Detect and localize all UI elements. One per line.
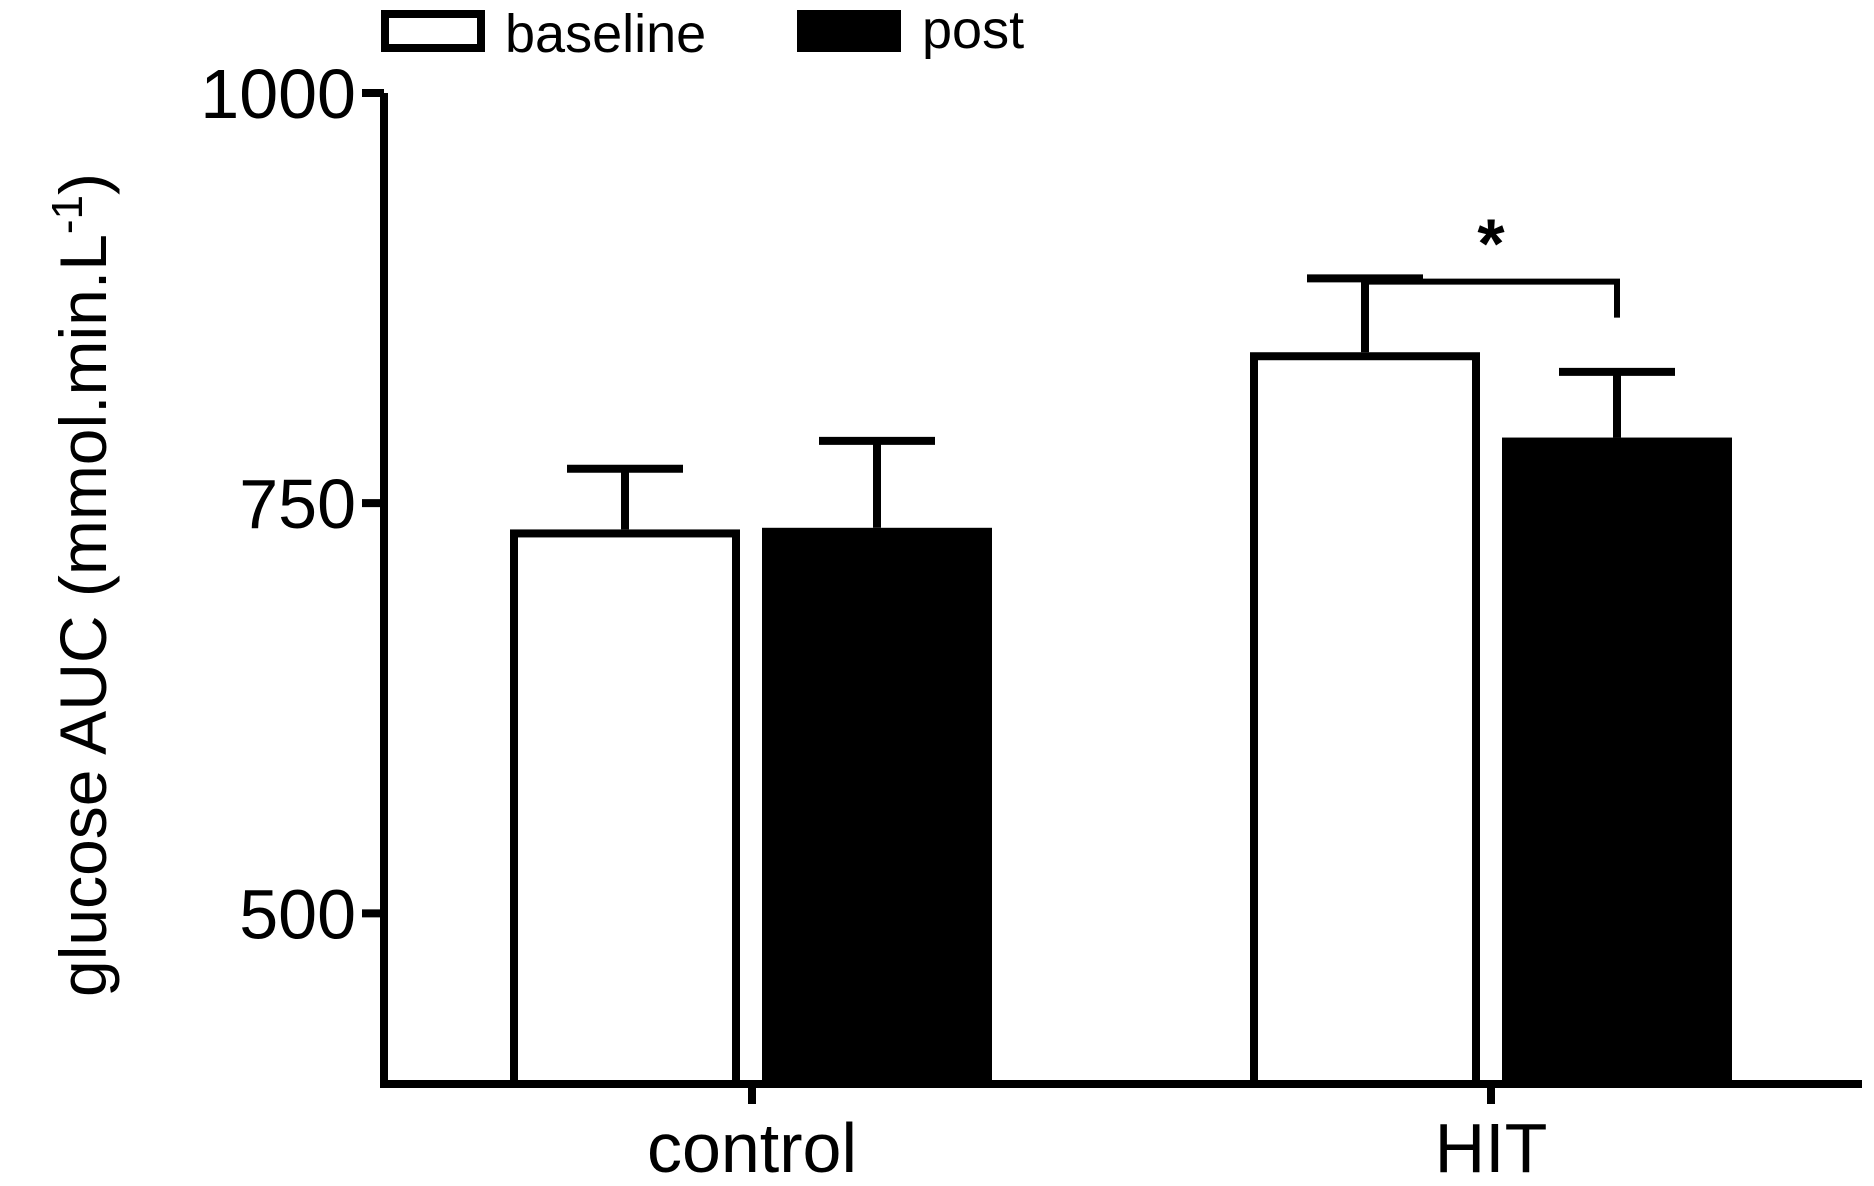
y-tick-label-1000: 1000 xyxy=(200,55,356,133)
legend: baseline post xyxy=(381,0,1024,64)
significance-bracket xyxy=(1362,278,1620,318)
y-axis-label: glucose AUC (mmol.min.L-1) xyxy=(43,173,120,997)
y-ticks: 500 750 1000 xyxy=(200,55,384,953)
significance-marker: * xyxy=(1477,205,1505,283)
bar-control-baseline xyxy=(510,529,740,1088)
y-axis-label-superscript: -1 xyxy=(43,195,92,234)
bar-control-post xyxy=(762,527,992,1088)
x-category-label-hit: HIT xyxy=(1435,1109,1548,1186)
y-axis-label-close: ) xyxy=(46,173,120,195)
legend-label-baseline: baseline xyxy=(505,4,706,64)
legend-swatch-post xyxy=(797,10,901,52)
bar-hit-post xyxy=(1502,437,1732,1088)
x-category-label-control: control xyxy=(647,1109,857,1186)
legend-label-post: post xyxy=(922,0,1024,60)
legend-swatch-baseline xyxy=(381,10,485,52)
bars xyxy=(510,274,1732,1088)
y-tick-label-750: 750 xyxy=(239,465,356,543)
y-tick-label-500: 500 xyxy=(239,875,356,953)
annotations: * xyxy=(1362,205,1620,318)
bar-hit-baseline xyxy=(1250,352,1480,1088)
